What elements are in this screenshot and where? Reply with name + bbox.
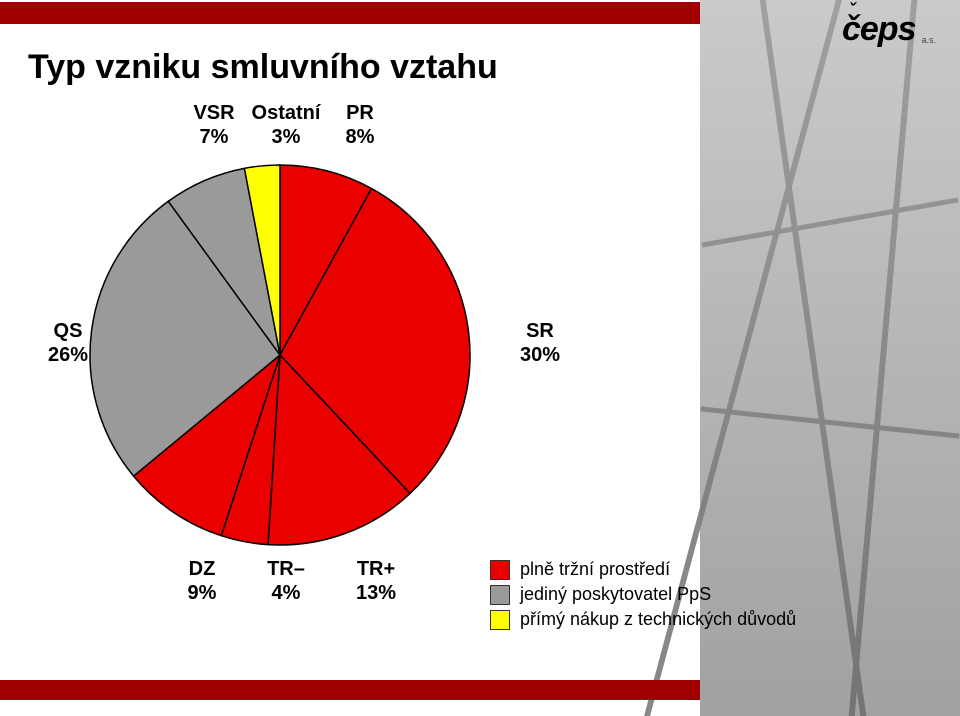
page-title: Typ vzniku smluvního vztahu — [28, 48, 498, 87]
legend: plně tržní prostředí jediný poskytovatel … — [490, 555, 796, 634]
pie-label-name: TR– — [246, 557, 326, 581]
pie-label-pr: PR8% — [320, 101, 400, 149]
pie-label-value: 8% — [320, 125, 400, 149]
pie-label-name: QS — [28, 319, 108, 343]
pie-label-vsr: VSR7% — [174, 101, 254, 149]
logo-text: ˇ čeps — [842, 10, 916, 49]
pie-label-sr: SR30% — [500, 319, 580, 367]
logo-sub: a.s. — [921, 35, 936, 45]
pie-label-value: 30% — [500, 343, 580, 367]
page: ˇ čeps a.s. Typ vzniku smluvního vztahu … — [0, 0, 960, 716]
pie-label-value: 9% — [162, 581, 242, 605]
legend-item: jediný poskytovatel PpS — [490, 584, 796, 605]
bottom-band — [0, 680, 700, 700]
legend-text: jediný poskytovatel PpS — [520, 584, 711, 605]
pie-label-name: SR — [500, 319, 580, 343]
legend-item: přímý nákup z technických důvodů — [490, 609, 796, 630]
legend-swatch — [490, 610, 510, 630]
pie-label-value: 3% — [246, 125, 326, 149]
pie-label-name: Ostatní — [246, 101, 326, 125]
pie-label-value: 7% — [174, 125, 254, 149]
pie-label-tr-: TR–4% — [246, 557, 326, 605]
pie-label-name: VSR — [174, 101, 254, 125]
pie-label-dz: DZ9% — [162, 557, 242, 605]
legend-swatch — [490, 585, 510, 605]
pie-label-value: 26% — [28, 343, 108, 367]
pie-label-ostatní: Ostatní3% — [246, 101, 326, 149]
pie-label-value: 13% — [336, 581, 416, 605]
legend-item: plně tržní prostředí — [490, 559, 796, 580]
pie-label-tr+: TR+13% — [336, 557, 416, 605]
pie-label-qs: QS26% — [28, 319, 108, 367]
legend-swatch — [490, 560, 510, 580]
logo: ˇ čeps a.s. — [842, 10, 936, 49]
pie-label-name: TR+ — [336, 557, 416, 581]
legend-text: přímý nákup z technických důvodů — [520, 609, 796, 630]
pie-label-value: 4% — [246, 581, 326, 605]
pie-label-name: PR — [320, 101, 400, 125]
pie-chart: PR8%SR30%TR+13%TR–4%DZ9%QS26%VSR7%Ostatn… — [60, 135, 500, 575]
top-band — [0, 2, 700, 24]
pie-label-name: DZ — [162, 557, 242, 581]
legend-text: plně tržní prostředí — [520, 559, 670, 580]
